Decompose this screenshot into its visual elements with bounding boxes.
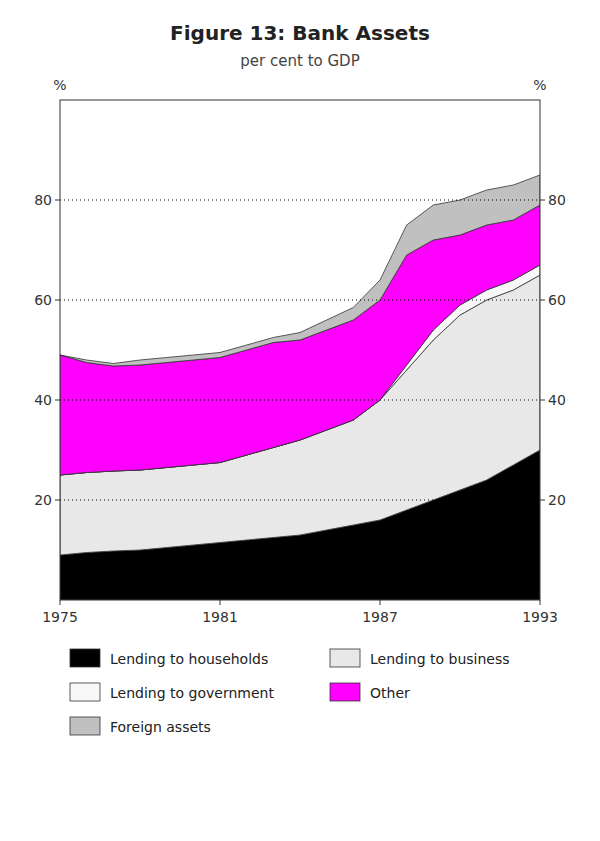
legend-swatch [330,649,360,667]
y-tick-label: 80 [34,192,52,208]
legend-entry: Foreign assets [110,719,211,735]
y2-tick [540,300,545,301]
x-tick [540,600,541,605]
y2-tick [540,500,545,501]
grid-line [60,400,540,401]
legend: Lending to households Lending to business… [70,649,510,735]
legend-entry: Lending to government [110,685,274,701]
y2-tick [540,200,545,201]
x-tick [220,600,221,605]
y2-tick-label: 60 [548,292,566,308]
legend-entry: Lending to households [110,651,268,667]
y2-tick-label: 40 [548,392,566,408]
y2-axis-label: % [533,77,546,93]
y-tick-label: 20 [34,492,52,508]
chart: Figure 13: Bank Assets per cent to GDP 197… [0,0,600,841]
y2-tick [540,400,545,401]
legend-entry: Lending to business [370,651,510,667]
y-tick [55,300,60,301]
x-tick-label: 1981 [202,609,238,625]
grid-line [60,300,540,301]
x-tick [60,600,61,605]
grid-line [60,200,540,201]
y2-tick-label: 20 [548,492,566,508]
plot-area [60,175,540,600]
y-tick [55,200,60,201]
subtitle: per cent to GDP [240,52,359,70]
title: Figure 13: Bank Assets [170,21,430,45]
y-tick-label: 40 [34,392,52,408]
plot-frame [60,100,540,600]
legend-swatch [70,717,100,735]
grid-line [60,500,540,501]
x-tick-label: 1993 [522,609,558,625]
legend-swatch [330,683,360,701]
area [60,175,540,366]
y2-tick-label: 80 [548,192,566,208]
x-tick-label: 1987 [362,609,398,625]
y-tick-label: 60 [34,292,52,308]
legend-swatch [70,683,100,701]
y-tick [55,500,60,501]
x-tick-label: 1975 [42,609,78,625]
x-tick [380,600,381,605]
legend-swatch [70,649,100,667]
y-tick [55,400,60,401]
legend-entry: Other [370,685,410,701]
background [0,0,600,841]
y-axis-label: % [53,77,66,93]
